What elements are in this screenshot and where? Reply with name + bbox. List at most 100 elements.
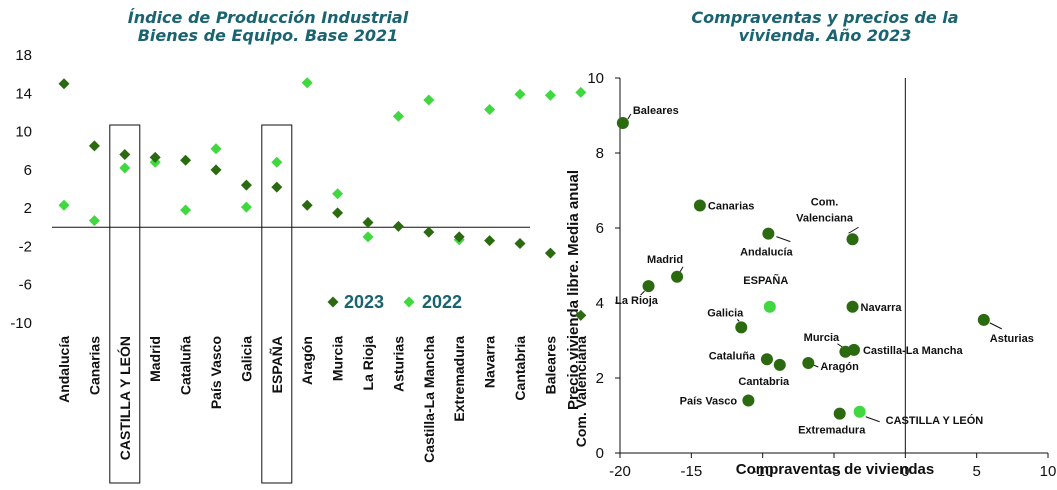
scatter-point <box>693 199 706 212</box>
left-chart-title-line-1: Índice de Producción Industrial <box>128 8 409 27</box>
right-chart-title-line-1: Compraventas y precios de la <box>691 8 958 27</box>
point-label: País Vasco <box>680 396 738 408</box>
left-y-tick-label: -6 <box>19 277 32 294</box>
point-label: Murcia <box>804 332 840 344</box>
marker-2023 <box>301 199 313 211</box>
point-label: Canarias <box>708 201 754 213</box>
marker-2023 <box>119 149 131 161</box>
marker-2022 <box>484 104 496 116</box>
legend-marker-2022 <box>403 296 415 308</box>
marker-2023 <box>271 181 283 193</box>
right-y-tick-label: 6 <box>596 220 604 237</box>
scatter-point <box>833 407 846 420</box>
point-label: La Rioja <box>615 295 659 307</box>
scatter-point <box>773 358 786 371</box>
right-y-tick-label: 0 <box>596 445 604 462</box>
marker-2022 <box>423 94 435 106</box>
marker-2023 <box>575 309 587 321</box>
point-label: Com. <box>811 196 839 208</box>
left-category-label: País Vasco <box>208 336 224 409</box>
left-category-label: Navarra <box>482 336 498 388</box>
marker-2023 <box>58 78 70 90</box>
left-y-tick-label: 6 <box>24 162 32 179</box>
right-x-tick-label: -20 <box>609 463 631 480</box>
point-label-leader <box>640 290 645 296</box>
point-label-leader <box>848 226 859 234</box>
right-x-tick-label: -5 <box>827 463 840 480</box>
marker-2023 <box>149 151 161 163</box>
left-chart-title-line-2: Bienes de Equipo. Base 2021 <box>138 26 399 45</box>
left-category-label: Canarias <box>86 336 102 395</box>
marker-2023 <box>514 238 526 250</box>
left-highlight-box <box>261 124 293 484</box>
scatter-point <box>847 343 860 356</box>
left-category-label: Castilla-La Mancha <box>421 336 437 463</box>
marker-2022 <box>362 231 374 243</box>
scatter-point <box>846 300 859 313</box>
marker-2022 <box>58 199 70 211</box>
marker-2022 <box>240 201 252 213</box>
scatter-point <box>760 353 773 366</box>
point-label: Baleares <box>633 105 679 117</box>
marker-2022 <box>514 88 526 100</box>
marker-2022 <box>332 188 344 200</box>
left-plot-area: 18 14 10 6 2 -2 -6 -10 Andalucía Canarias CASTILLA… <box>10 47 589 484</box>
right-plot-area: -20 -15 -10 -5 0 5 10 0 2 4 6 8 10 Baleares Canarias Co… <box>587 70 1056 480</box>
marker-2022 <box>119 162 131 174</box>
scatter-point <box>742 394 755 407</box>
right-chart-y-axis-title: Precio vivienda libre. Media anual <box>565 170 582 410</box>
marker-2022 <box>392 110 404 122</box>
legend-label-2023: 2023 <box>344 292 384 312</box>
left-category-label: Cantabria <box>512 336 528 401</box>
point-label-leader <box>865 416 880 423</box>
point-label: Asturias <box>990 333 1034 345</box>
marker-2023 <box>392 220 404 232</box>
marker-2023 <box>240 179 252 191</box>
marker-2022 <box>88 215 100 227</box>
point-label: Andalucía <box>740 247 793 259</box>
left-highlight-box <box>109 124 141 484</box>
right-y-tick-label: 10 <box>587 70 604 87</box>
point-label: Navarra <box>861 302 903 314</box>
left-category-label: Cataluña <box>178 336 194 395</box>
left-category-label: Asturias <box>390 336 406 392</box>
right-y-tick-label: 4 <box>596 295 604 312</box>
left-category-label: La Rioja <box>360 336 376 391</box>
left-y-tick-label: 14 <box>15 85 32 102</box>
right-y-tick-label: 8 <box>596 145 604 162</box>
scatter-point <box>735 321 748 334</box>
point-label-leader <box>736 319 740 322</box>
point-label: Valenciana <box>796 212 854 224</box>
point-label: Aragón <box>820 361 859 373</box>
scatter-point <box>642 280 655 293</box>
right-y-tick-label: 2 <box>596 370 604 387</box>
point-label-leader <box>989 322 1003 330</box>
left-category-label: Com. Valenciana <box>573 336 589 447</box>
point-label: Galicia <box>707 307 744 319</box>
left-y-tick-label: 2 <box>24 200 32 217</box>
marker-2023 <box>180 154 192 166</box>
right-x-tick-label: -10 <box>752 463 774 480</box>
marker-2023 <box>362 217 374 228</box>
scatter-point <box>802 357 815 369</box>
scatter-point <box>846 233 859 246</box>
right-chart-x-axis-title: Compraventas de viviendas <box>736 461 934 478</box>
left-y-tick-label: 10 <box>15 124 32 141</box>
right-x-tick-label: 5 <box>972 463 980 480</box>
marker-2023 <box>484 235 496 247</box>
right-x-tick-label: 0 <box>901 463 909 480</box>
scatter-point <box>762 227 775 240</box>
left-category-label: Extremadura <box>451 336 467 422</box>
point-label-leader <box>813 364 819 368</box>
marker-2023 <box>453 231 465 243</box>
point-label: Extremadura <box>798 425 866 437</box>
point-label-leader <box>679 266 684 273</box>
left-y-tick-label: -10 <box>10 315 32 332</box>
marker-2023 <box>210 164 222 176</box>
marker-2022 <box>544 89 556 101</box>
scatter-point <box>671 270 684 283</box>
point-label: Castilla-La Mancha <box>863 345 964 357</box>
marker-2023 <box>544 247 556 259</box>
marker-2022 <box>180 204 192 216</box>
